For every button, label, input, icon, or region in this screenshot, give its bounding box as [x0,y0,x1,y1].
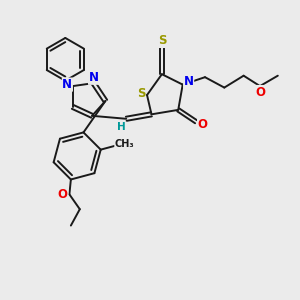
Text: N: N [184,75,194,88]
Text: CH₃: CH₃ [115,139,134,149]
Text: O: O [255,85,265,98]
Text: N: N [62,78,72,91]
Text: S: S [137,87,145,100]
Text: O: O [198,118,208,131]
Text: N: N [88,71,98,84]
Text: O: O [58,188,68,201]
Text: H: H [117,122,126,132]
Text: S: S [158,34,166,47]
